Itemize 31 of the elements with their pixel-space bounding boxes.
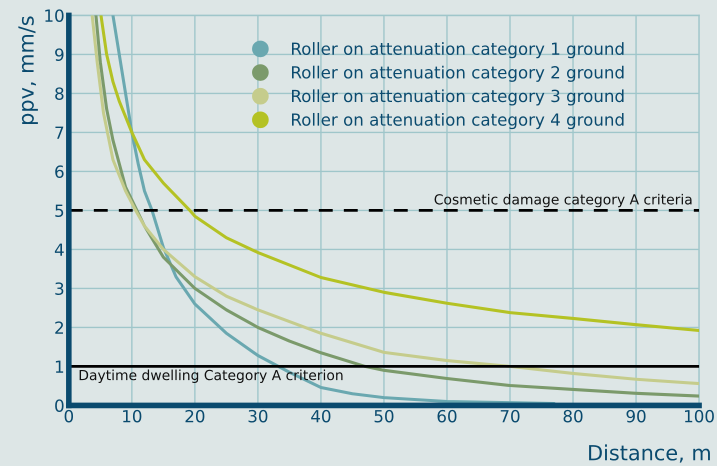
y-tick-label: 6: [55, 165, 64, 178]
y-tick-label: 2: [55, 321, 63, 334]
x-tick-label: 50: [374, 410, 394, 422]
y-tick-label: 4: [54, 244, 64, 256]
x-tick-label: 30: [248, 410, 268, 422]
x-axis-title: Distance, m: [589, 444, 710, 463]
x-tick-label: 90: [626, 410, 646, 422]
line-series: [99, 15, 700, 332]
legend-label: Roller on attenuation category 2 ground: [292, 66, 624, 82]
y-axis-title: ppv, mm/s: [18, 16, 38, 124]
y-tick-label: 0: [55, 399, 64, 412]
legend-label: Roller on attenuation category 1 ground: [292, 42, 624, 58]
x-tick-label: 40: [311, 410, 330, 422]
y-tick-label: 7: [55, 126, 64, 139]
y-tick-label: 5: [55, 204, 64, 217]
legend-label: Roller on attenuation category 3 ground: [292, 89, 624, 106]
y-tick-label: 10: [45, 9, 64, 22]
y-tick-label: 8: [55, 87, 64, 100]
ref-line-label: Cosmetic damage category A criteria: [434, 194, 692, 208]
x-tick-label: 60: [438, 410, 456, 422]
x-tick-label: 10: [123, 410, 142, 422]
ref-line-label: Daytime dwelling Category A criterion: [80, 370, 342, 383]
x-tick-label: 20: [186, 410, 204, 422]
y-tick-label: 3: [55, 282, 64, 295]
x-tick-label: 70: [500, 410, 520, 422]
y-tick-label: 1: [56, 360, 64, 373]
x-tick-label: 100: [685, 410, 714, 422]
x-tick-label: 80: [564, 410, 583, 422]
legend-label: Roller on attenuation category 4 ground: [292, 112, 624, 130]
x-tick-label: 0: [64, 410, 74, 422]
y-tick-label: 9: [55, 48, 64, 61]
